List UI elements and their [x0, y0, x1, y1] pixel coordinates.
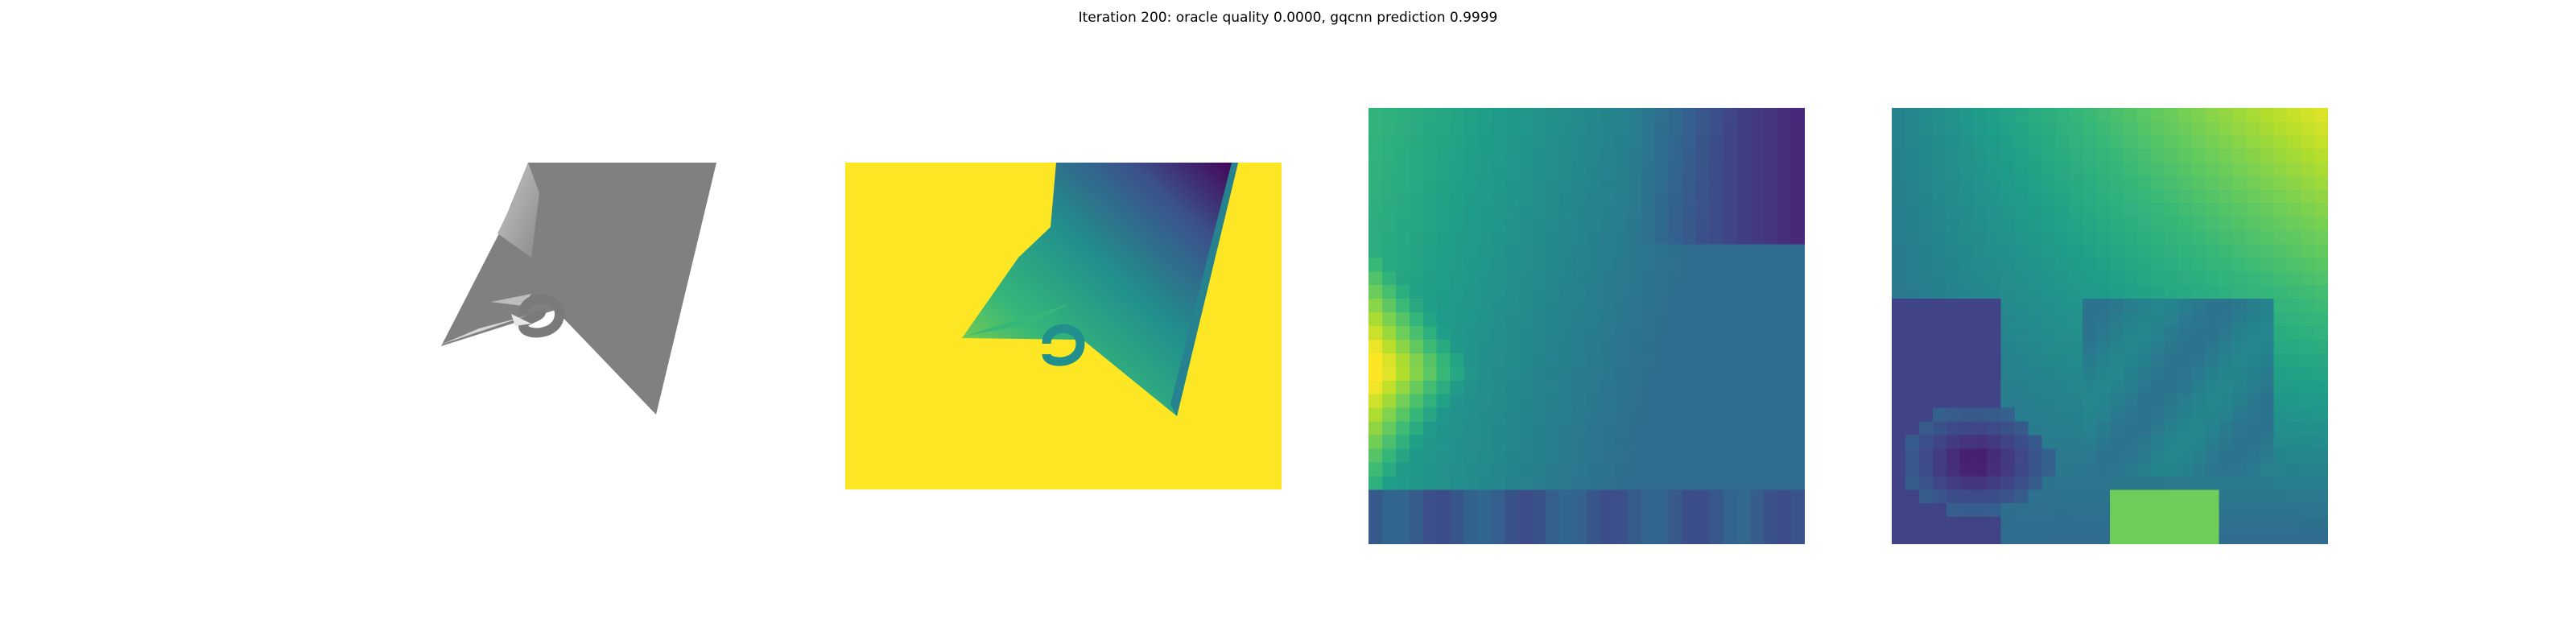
depth-crop-image: [1368, 108, 1805, 544]
gradient-crop-image: [1892, 108, 2328, 544]
rendered-object-panel: [402, 145, 741, 435]
depth-crop-panel: [1368, 108, 1805, 544]
gradient-crop-panel: [1892, 108, 2328, 544]
rendered-object-image: [441, 163, 716, 415]
depth-image-panel: [845, 163, 1282, 489]
figure-title: Iteration 200: oracle quality 0.0000, gq…: [1078, 10, 1498, 26]
depth-image: [845, 163, 1282, 489]
